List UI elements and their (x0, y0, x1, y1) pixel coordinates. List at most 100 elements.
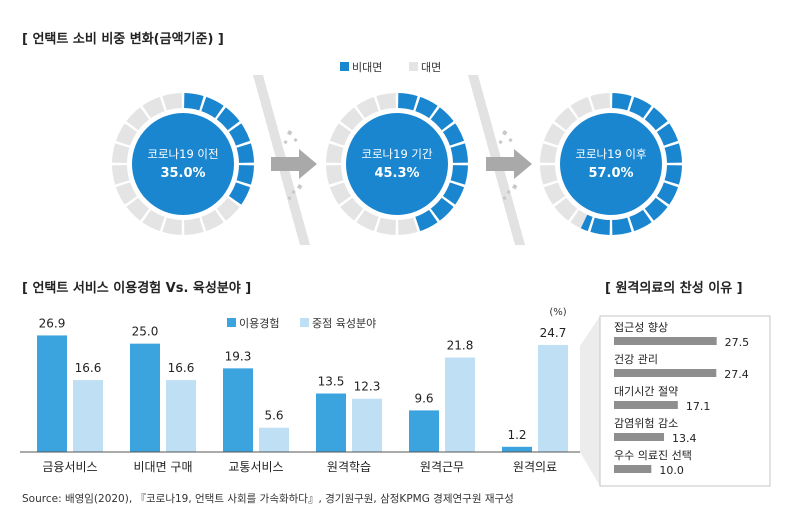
bar-intent (166, 380, 196, 452)
bar-group: 1.2 24.7 원격의료 (502, 326, 568, 474)
legend-label-exp: 이용경험 (239, 317, 279, 330)
donut-segment-offline (162, 93, 182, 111)
transition-arrow-1 (253, 75, 317, 245)
donut-segment-online (590, 217, 610, 235)
donut-segment-online (450, 165, 468, 185)
donut-segment-offline (340, 197, 364, 221)
bar-exp (223, 368, 253, 452)
donut-segment-online (629, 209, 652, 232)
reason-bar (614, 369, 717, 377)
reason-label: 접근성 향상 (614, 321, 668, 334)
reason-row: 대기시간 절약 17.1 (614, 384, 710, 413)
donut-segment-offline (376, 217, 396, 235)
reason-label: 감염위험 감소 (614, 417, 678, 430)
donut-segment-online (656, 123, 679, 146)
donut-segment-offline (115, 123, 138, 146)
donut-segment-online (415, 209, 438, 232)
donut-segment-offline (326, 165, 344, 185)
arrow-fragment (511, 184, 518, 190)
donut-segment-online (184, 93, 204, 111)
donut-segment-online (629, 96, 652, 119)
donut-section-title: [ 언택트 소비 비중 변화(금액기준) ] (22, 31, 224, 47)
donut-segment-offline (570, 209, 588, 229)
bar-value-label: 13.5 (318, 375, 345, 389)
transition-arrows (253, 75, 532, 245)
donut-segment-offline (543, 182, 566, 205)
bar-intent (352, 398, 382, 452)
arrow-fragment (287, 195, 292, 201)
reason-label: 우수 의료진 선택 (614, 449, 692, 462)
reason-bar-chart: 접근성 향상 27.5 건강 관리 27.4 대기시간 절약 17.1 감염위험 감소 13.… (614, 321, 749, 477)
arrow-fragment (283, 140, 288, 145)
reason-bar (614, 337, 717, 345)
donut-segment-online (656, 182, 679, 205)
arrow-fragment (506, 189, 511, 195)
reason-label: 건강 관리 (614, 353, 658, 366)
bar-group: 13.5 12.3 원격학습 (316, 375, 382, 474)
reason-row: 우수 의료진 선택 10.0 (614, 449, 692, 477)
bar-category-label: 원격의료 (513, 460, 557, 474)
bar-value-label: 9.6 (414, 391, 433, 405)
donut-2: 코로나19 기간 45.3% (326, 93, 468, 235)
donut-segment-offline (540, 143, 558, 163)
donut-segment-online (450, 143, 468, 163)
bar-value-label: 24.7 (540, 326, 567, 340)
legend-swatch-online (340, 62, 349, 71)
donut-segment-online (612, 93, 632, 111)
donut-segment-offline (115, 182, 138, 205)
donut-segment-online (430, 197, 454, 221)
arrow-fragment (498, 140, 503, 145)
bar-value-label: 16.6 (168, 361, 195, 375)
reason-bar (614, 465, 652, 473)
donut-center (560, 113, 662, 215)
bar-group: 19.3 5.6 교통서비스 (223, 349, 289, 474)
donut-segment-online (664, 165, 682, 185)
donut-segment-offline (201, 209, 224, 232)
reason-bar (614, 433, 665, 441)
donut-segment-offline (398, 217, 418, 235)
arrow-fragment (502, 130, 508, 136)
reason-value: 13.4 (672, 432, 697, 445)
reason-bar (614, 401, 678, 409)
donut-segment-offline (112, 143, 130, 163)
donut-segment-offline (326, 143, 344, 163)
donut-segment-offline (554, 197, 578, 221)
reason-row: 건강 관리 27.4 (614, 353, 749, 381)
donut-segment-online (398, 93, 418, 111)
bar-group: 26.9 16.6 금융서비스 (37, 316, 103, 474)
donut-label: 코로나19 이후 (575, 147, 646, 161)
bar-exp (409, 410, 439, 452)
reason-label: 대기시간 절약 (614, 384, 678, 398)
donut-segment-offline (216, 197, 240, 221)
bar-exp (37, 335, 67, 452)
bar-value-label: 19.3 (225, 349, 252, 363)
bar-value-label: 25.0 (132, 325, 159, 339)
donut-segment-online (442, 182, 465, 205)
donut-segment-offline (590, 93, 610, 111)
donut-center (346, 113, 448, 215)
bar-category-label: 금융서비스 (42, 460, 97, 474)
donut-segment-online (201, 96, 224, 119)
bar-exp (130, 343, 160, 452)
donut-charts: 코로나19 이전 35.0% 코로나19 기간 45.3% 코로나19 이후 57.0% (112, 93, 682, 235)
donut-segment-online (415, 96, 438, 119)
donut-segment-offline (329, 123, 352, 146)
donut-segment-offline (540, 165, 558, 185)
donut-value: 35.0% (160, 166, 205, 181)
donut-segment-offline (126, 107, 150, 131)
bar-group: 9.6 21.8 원격근무 (409, 339, 475, 474)
donut-legend: 비대면 대면 (340, 61, 441, 74)
legend-swatch-exp (227, 318, 236, 327)
bar-exp (316, 393, 346, 452)
bar-intent (445, 357, 475, 452)
bar-value-label: 5.6 (264, 409, 283, 423)
donut-segment-offline (184, 217, 204, 235)
transition-arrow-2 (468, 75, 532, 245)
donut-center (132, 113, 234, 215)
donut-segment-online (644, 197, 668, 221)
unit-label: (%) (549, 307, 566, 318)
donut-segment-offline (543, 123, 566, 146)
donut-segment-online (236, 143, 254, 163)
